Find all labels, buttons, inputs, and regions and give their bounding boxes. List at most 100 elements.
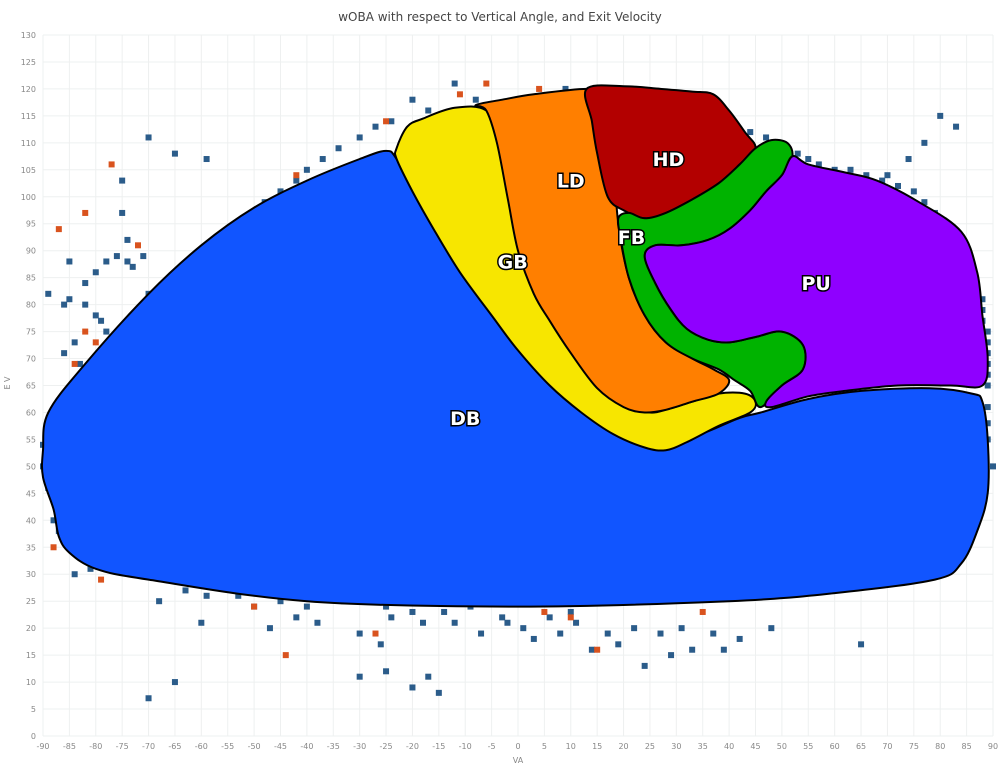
point-blue: [203, 156, 210, 163]
y-tick-label: 35: [26, 543, 36, 552]
x-tick-label: 80: [935, 742, 945, 751]
x-tick-label: 65: [856, 742, 866, 751]
zone-label-gb: GB: [498, 251, 528, 273]
y-tick-label: 0: [31, 732, 36, 741]
x-tick-label: 70: [882, 742, 892, 751]
point-blue: [103, 258, 110, 265]
point-blue: [763, 134, 770, 141]
point-blue: [546, 614, 553, 621]
point-blue: [504, 619, 511, 626]
x-tick-label: 85: [962, 742, 972, 751]
x-tick-label: -20: [406, 742, 419, 751]
point-blue: [388, 614, 395, 621]
point-blue: [409, 96, 416, 103]
point-blue: [277, 598, 284, 605]
point-blue: [588, 646, 595, 653]
y-tick-label: 125: [21, 58, 36, 67]
point-blue: [356, 673, 363, 680]
point-blue: [87, 565, 94, 572]
point-blue: [319, 156, 326, 163]
y-tick-label: 45: [26, 489, 36, 498]
point-blue: [472, 96, 479, 103]
point-blue: [420, 619, 426, 626]
point-blue: [303, 166, 310, 173]
point-blue: [557, 630, 564, 637]
point-blue: [768, 625, 775, 632]
point-orange: [135, 242, 141, 249]
point-blue: [140, 253, 147, 260]
point-blue: [847, 166, 854, 173]
point-blue: [631, 625, 638, 632]
x-tick-label: 30: [671, 742, 681, 751]
point-blue: [266, 625, 273, 632]
point-blue: [119, 177, 126, 184]
point-orange: [251, 603, 258, 610]
x-tick-label: 40: [724, 742, 734, 751]
point-blue: [815, 161, 822, 168]
y-tick-label: 130: [21, 31, 36, 40]
x-tick-label: -60: [195, 742, 208, 751]
zone-label-fb: FB: [618, 227, 645, 249]
point-orange: [82, 209, 89, 216]
point-blue: [198, 619, 205, 626]
point-blue: [678, 625, 685, 632]
point-orange: [92, 339, 99, 346]
point-blue: [910, 188, 917, 195]
point-blue: [129, 263, 136, 270]
x-axis-label: VA: [513, 756, 524, 765]
zone-label-ld: LD: [557, 171, 585, 193]
point-blue: [425, 673, 432, 680]
point-blue: [356, 134, 363, 141]
zone-db: [40, 149, 990, 608]
point-blue: [863, 172, 870, 179]
point-blue: [71, 571, 78, 578]
point-blue: [441, 608, 448, 615]
point-orange: [293, 172, 300, 179]
y-tick-label: 115: [21, 112, 36, 121]
point-blue: [530, 635, 537, 642]
point-blue: [145, 134, 152, 141]
x-tick-label: 20: [618, 742, 628, 751]
point-blue: [921, 139, 928, 146]
point-orange: [82, 328, 89, 335]
x-tick-label: -30: [353, 742, 366, 751]
point-blue: [451, 80, 458, 87]
y-tick-label: 5: [31, 705, 36, 714]
y-tick-label: 85: [26, 274, 36, 283]
point-blue: [805, 156, 812, 163]
x-tick-label: 50: [777, 742, 787, 751]
x-axis-ticks: -90 -85 -80 -75 -70 -65 -60 -55 -50 -45 -40 -35 -30-…: [36, 742, 998, 751]
zone-label-hd: HD: [653, 149, 685, 171]
point-blue: [82, 301, 89, 308]
point-blue: [921, 199, 928, 206]
point-blue: [435, 689, 442, 696]
y-tick-label: 120: [21, 85, 36, 94]
x-tick-label: 10: [566, 742, 576, 751]
point-blue: [720, 646, 727, 653]
point-blue: [66, 258, 73, 265]
point-blue: [156, 598, 163, 605]
point-blue: [119, 209, 126, 216]
x-tick-label: 60: [830, 742, 840, 751]
x-tick-label: -80: [89, 742, 102, 751]
x-tick-label: -85: [63, 742, 76, 751]
x-tick-label: 45: [750, 742, 760, 751]
y-tick-label: 75: [26, 328, 36, 337]
y-tick-label: 110: [21, 139, 36, 148]
point-blue: [103, 328, 110, 335]
x-tick-label: 0: [515, 742, 520, 751]
point-blue: [82, 280, 89, 287]
x-tick-label: -45: [274, 742, 287, 751]
y-axis-ticks: 0 5 10 15 20 25 30 35 40 45 50 55 60 65 70 75 80 85 90 95 10…: [21, 31, 36, 741]
point-orange: [541, 608, 548, 615]
x-tick-label: -65: [168, 742, 181, 751]
x-tick-label: -10: [459, 742, 472, 751]
point-blue: [377, 641, 384, 648]
y-tick-label: 10: [26, 678, 36, 687]
point-blue: [409, 684, 416, 691]
point-blue: [794, 150, 801, 157]
y-tick-label: 55: [26, 435, 36, 444]
x-tick-label: -40: [300, 742, 313, 751]
y-tick-label: 80: [26, 301, 36, 310]
point-blue: [171, 150, 178, 157]
